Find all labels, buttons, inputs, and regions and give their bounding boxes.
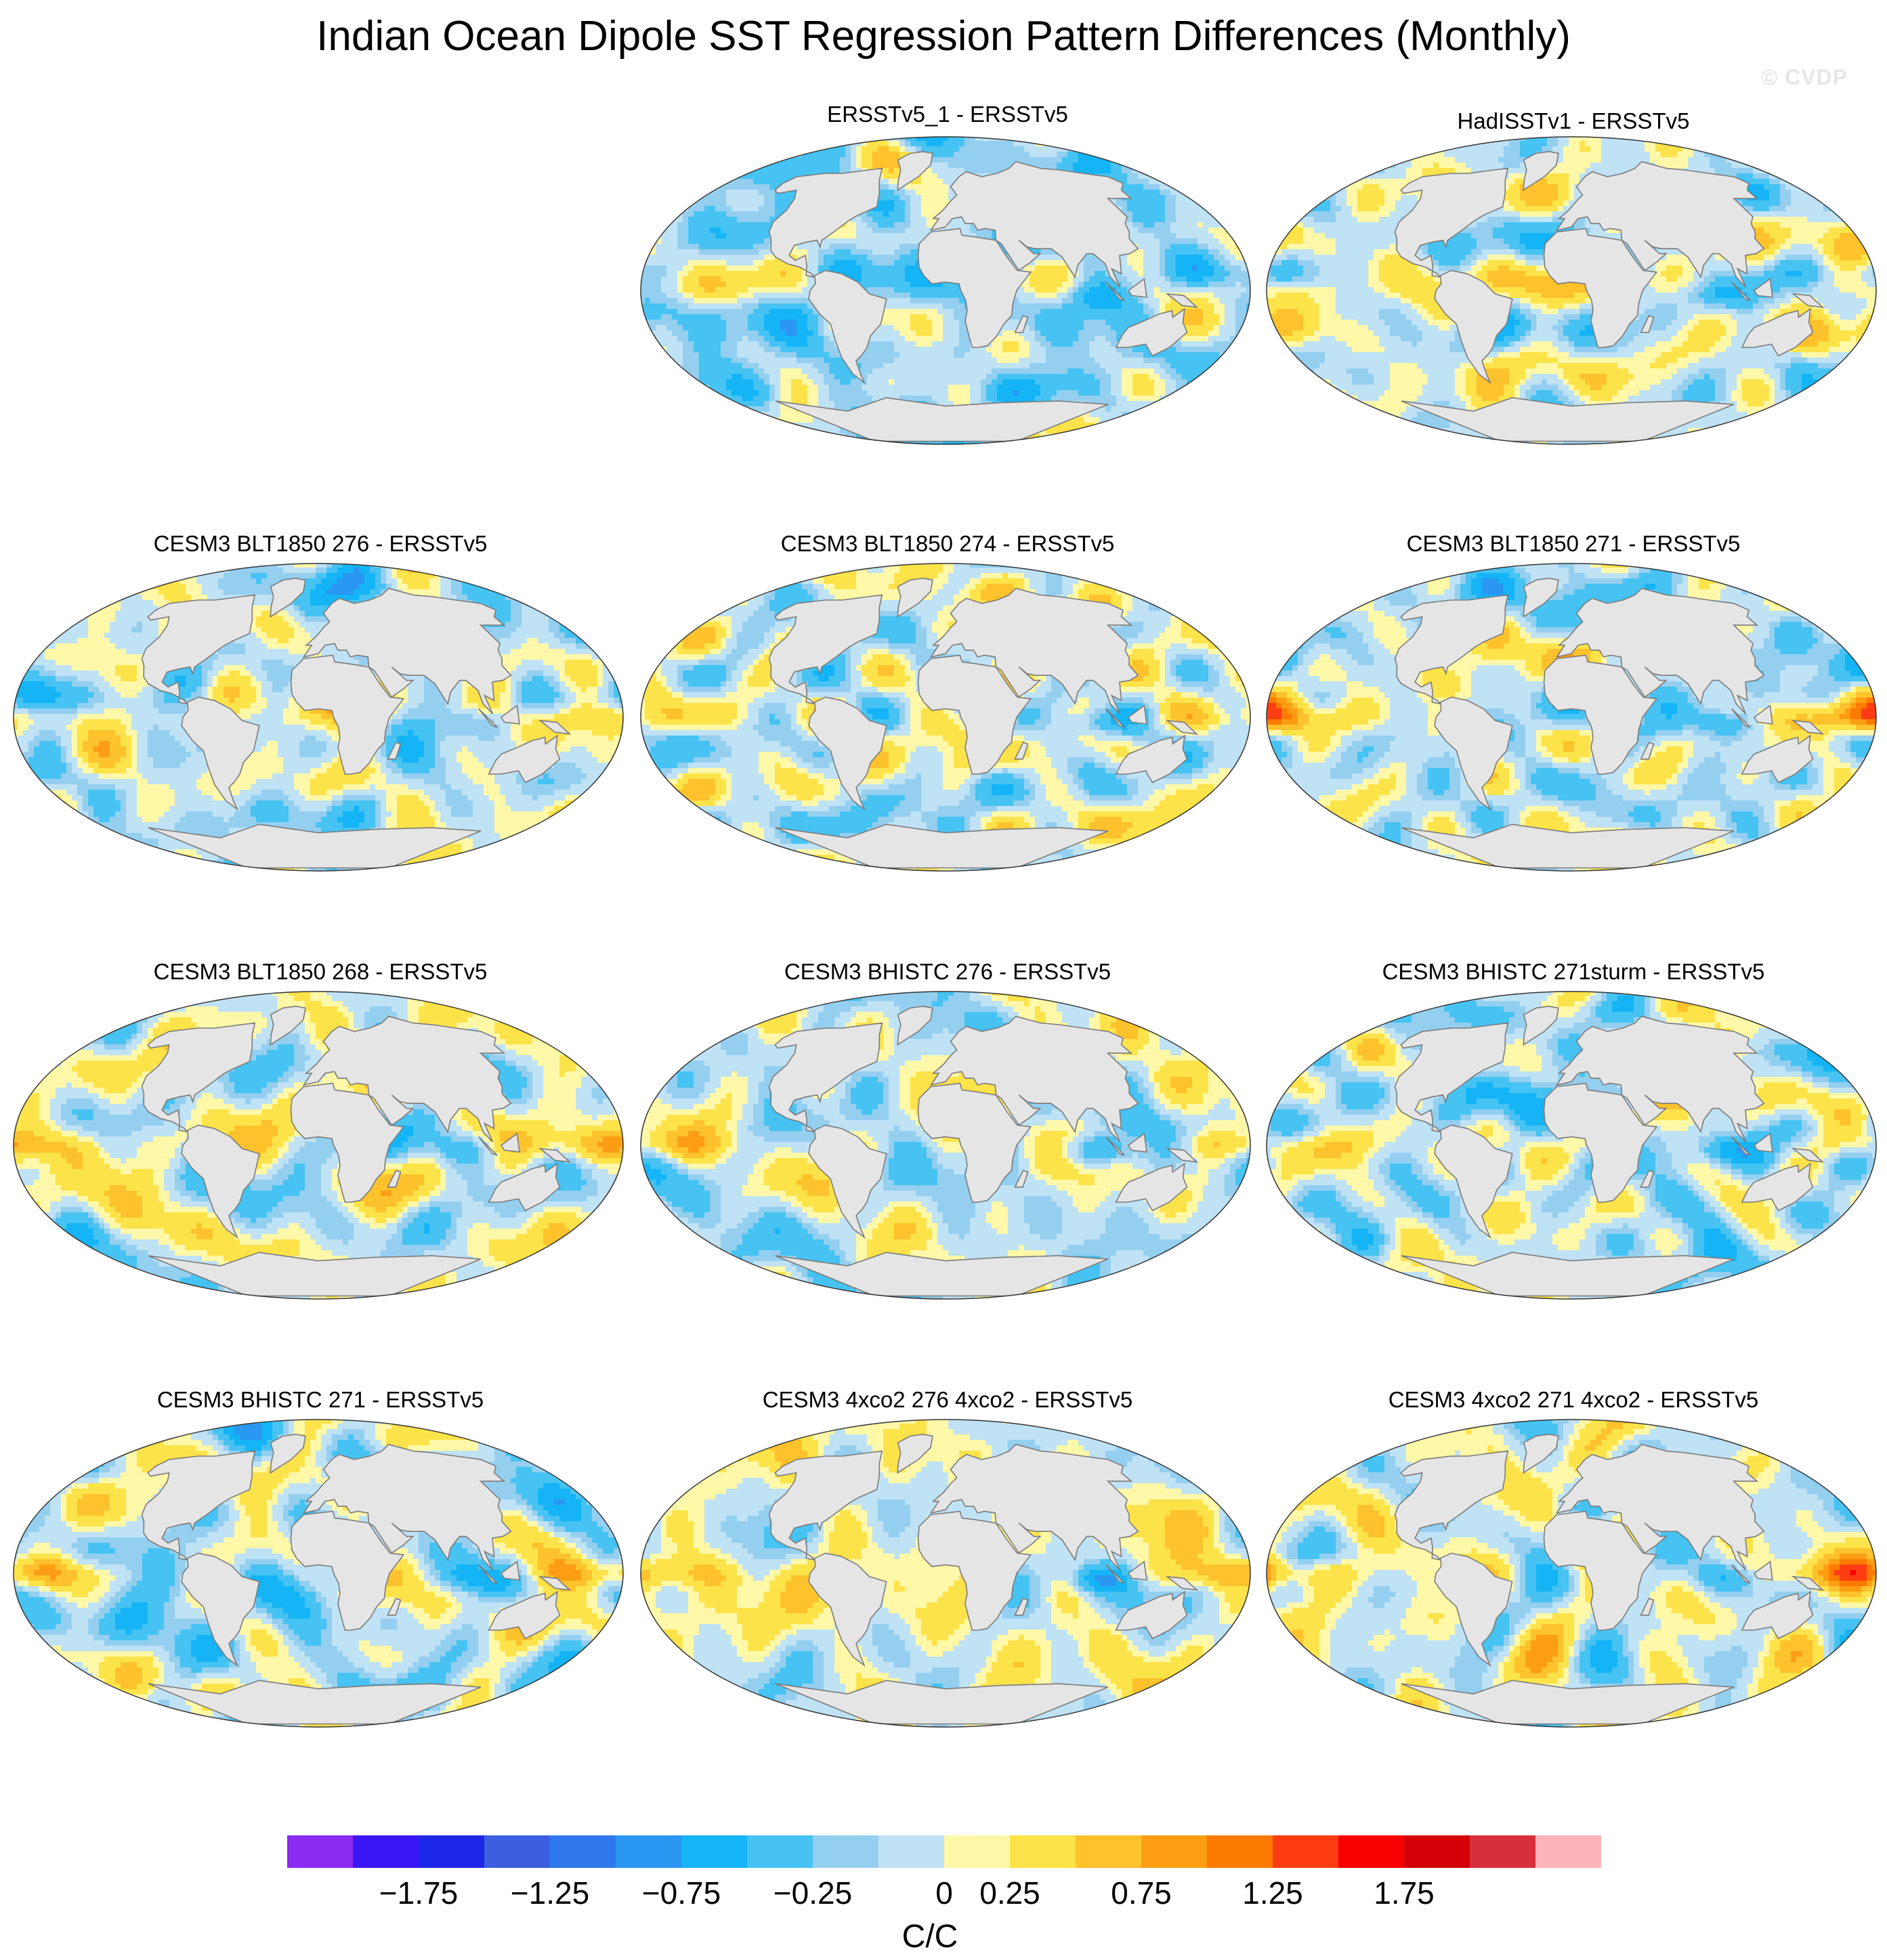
panel-title: CESM3 BLT1850 268 - ERSSTv5 [12,959,629,985]
panel-title: CESM3 BHISTC 271sturm - ERSSTv5 [1265,959,1882,985]
colorbar-box [1141,1835,1207,1868]
panel-title: CESM3 BLT1850 271 - ERSSTv5 [1265,531,1882,557]
colorbar-box [550,1835,616,1868]
watermark: © CVDP [1762,65,1848,90]
colorbar-tick-label: 1.75 [1374,1875,1435,1911]
sst-map [1265,990,1878,1300]
colorbar-box [1338,1835,1404,1868]
colorbar-tick-label: −0.25 [773,1875,852,1911]
colorbar-tick-label: 0.25 [979,1875,1040,1911]
colorbar-box [681,1835,747,1868]
sst-map [639,1418,1252,1728]
sst-field [1265,135,1878,446]
colorbar-tick-label: −0.75 [642,1875,721,1911]
panel-title: CESM3 4xco2 271 4xco2 - ERSSTv5 [1265,1387,1882,1413]
colorbar-box [944,1835,1010,1868]
colorbar-box [747,1835,813,1868]
colorbar-box [1207,1835,1273,1868]
sst-map [1265,562,1878,872]
sst-field [639,135,1252,446]
panel-title: CESM3 BHISTC 276 - ERSSTv5 [639,959,1256,985]
colorbar-box [353,1835,419,1868]
colorbar-tick-label: 1.25 [1242,1875,1303,1911]
sst-field [12,1418,624,1728]
colorbar-box [878,1835,944,1868]
sst-map [1265,1418,1878,1728]
sst-field [1265,990,1878,1300]
colorbar-tick-label: −1.25 [511,1875,589,1911]
colorbar-box [616,1835,681,1868]
sst-field [12,990,624,1300]
sst-field [12,562,624,872]
sst-map [639,990,1252,1300]
sst-map [639,135,1252,446]
colorbar-box [1010,1835,1076,1868]
sst-map [1265,135,1878,446]
sst-field [639,562,1252,872]
sst-field [639,1418,1252,1728]
colorbar-box [1273,1835,1338,1868]
panel-title: CESM3 BLT1850 276 - ERSSTv5 [12,531,629,557]
sst-field [1265,1418,1878,1728]
colorbar-box [1470,1835,1535,1868]
colorbar-box [1076,1835,1141,1868]
colorbar-box [419,1835,484,1868]
panel-title: HadISSTv1 - ERSSTv5 [1265,108,1882,134]
sst-field [639,990,1252,1300]
colorbar-units: C/C [902,1918,958,1955]
sst-map [639,562,1252,872]
colorbar-box [484,1835,550,1868]
panel-title: CESM3 BHISTC 271 - ERSSTv5 [12,1387,629,1413]
chart-title: Indian Ocean Dipole SST Regression Patte… [0,12,1887,60]
panel-title: CESM3 BLT1850 274 - ERSSTv5 [639,531,1256,557]
sst-field [1265,562,1878,872]
colorbar-tick-label: 0.75 [1111,1875,1172,1911]
panel-title: CESM3 4xco2 276 4xco2 - ERSSTv5 [639,1387,1256,1413]
colorbar-tick-label: −1.75 [379,1875,458,1911]
panel-title: ERSSTv5_1 - ERSSTv5 [639,102,1256,127]
colorbar-box [1535,1835,1601,1868]
colorbar-box [813,1835,878,1868]
sst-map [12,990,624,1300]
colorbar [287,1835,1601,1868]
colorbar-box [287,1835,353,1868]
sst-map [12,1418,624,1728]
colorbar-box [1404,1835,1470,1868]
sst-map [12,562,624,872]
colorbar-tick-label: 0 [935,1875,953,1911]
